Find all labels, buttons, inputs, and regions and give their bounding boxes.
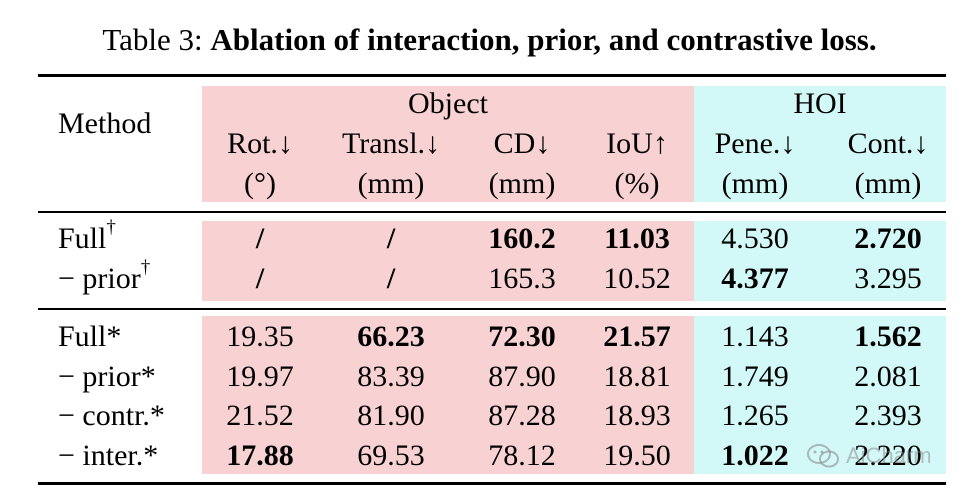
row-method: − prior* xyxy=(58,357,156,397)
column-unit: (mm) xyxy=(357,167,425,200)
group-rule xyxy=(38,308,946,310)
table-cell: 10.52 xyxy=(603,262,671,295)
column-header: IoU↑ xyxy=(606,127,668,160)
table-cell: 1.265 xyxy=(721,399,789,432)
row-method-mark: † xyxy=(140,257,151,278)
column-header: Transl.↓ xyxy=(341,127,441,160)
table-cell: 2.393 xyxy=(854,399,922,432)
header-rule xyxy=(38,211,946,213)
table-cell: 18.81 xyxy=(603,360,671,393)
row-method-label: − prior xyxy=(58,262,141,295)
row-method-mark: † xyxy=(106,217,116,238)
table-cell: 2.081 xyxy=(854,360,922,393)
table-cell: / xyxy=(386,262,396,295)
hoi-header-band xyxy=(694,86,946,202)
row-method-label: Full xyxy=(58,222,107,255)
row-method: Full* xyxy=(58,317,121,357)
table-cell: 83.39 xyxy=(357,360,425,393)
row-method: Full† xyxy=(58,217,116,259)
table-cell: 3.295 xyxy=(854,262,922,295)
table-cell: 69.53 xyxy=(357,439,425,472)
column-unit: (mm) xyxy=(721,167,789,200)
column-unit: (mm) xyxy=(488,167,556,200)
table-cell: 1.022 xyxy=(721,439,789,472)
object-header-band xyxy=(202,86,694,202)
table-cell: 72.30 xyxy=(488,320,556,353)
column-unit: (°) xyxy=(244,167,276,200)
wechat-icon xyxy=(807,444,839,468)
table-cell: 81.90 xyxy=(357,399,425,432)
table-cell: / xyxy=(255,222,265,255)
row-method: − contr.* xyxy=(58,396,165,436)
method-header: Method xyxy=(58,107,152,140)
table-cell: 4.530 xyxy=(721,222,789,255)
table-cell: 1.143 xyxy=(721,320,789,353)
table-caption: Table 3: Ablation of interaction, prior,… xyxy=(0,20,979,60)
row-method-label: − prior* xyxy=(58,360,156,393)
row-method: − prior† xyxy=(58,257,151,299)
column-header: Pene.↓ xyxy=(714,127,796,160)
row-method-label: − contr.* xyxy=(58,399,165,432)
hoi-group-header: HOI xyxy=(793,87,847,120)
table-cell: / xyxy=(255,262,265,295)
object-group1-band xyxy=(202,221,694,301)
hoi-group1-band xyxy=(694,221,946,301)
row-method: − inter.* xyxy=(58,436,158,476)
caption-label: Table 3: xyxy=(102,22,203,57)
row-method-label: Full* xyxy=(58,320,122,353)
table-cell: 87.90 xyxy=(488,360,556,393)
object-group-header: Object xyxy=(408,87,488,120)
table-cell: 66.23 xyxy=(357,320,425,353)
table-cell: 19.50 xyxy=(603,439,671,472)
table-cell: 2.720 xyxy=(854,222,922,255)
table-cell: 1.562 xyxy=(854,320,922,353)
caption-title: Ablation of interaction, prior, and cont… xyxy=(210,22,877,57)
table-cell: 19.97 xyxy=(226,360,294,393)
hoi-group2-band xyxy=(694,316,946,474)
column-header: CD↓ xyxy=(493,127,551,160)
table-cell: 11.03 xyxy=(604,222,670,255)
watermark: AiCharm xyxy=(806,436,932,476)
table-cell: 78.12 xyxy=(488,439,556,472)
table-cell: 21.57 xyxy=(603,320,671,353)
object-group2-band xyxy=(202,316,694,474)
column-unit: (mm) xyxy=(854,167,922,200)
table-cell: 18.93 xyxy=(603,399,671,432)
table-cell: / xyxy=(386,222,396,255)
table-cell: 87.28 xyxy=(488,399,556,432)
column-unit: (%) xyxy=(614,167,660,200)
table-cell: 1.749 xyxy=(721,360,789,393)
watermark-text: AiCharm xyxy=(846,443,932,468)
table-cell: 160.2 xyxy=(488,222,556,255)
top-rule xyxy=(38,74,946,77)
table-cell: 21.52 xyxy=(226,399,294,432)
table-cell: 17.88 xyxy=(226,439,294,472)
table-cell: 19.35 xyxy=(226,320,294,353)
column-header: Rot.↓ xyxy=(227,127,293,160)
column-header: Cont.↓ xyxy=(847,127,929,160)
table-cell: 4.377 xyxy=(721,262,789,295)
row-method-label: − inter.* xyxy=(58,439,159,472)
table-cell: 2.220 xyxy=(854,439,922,472)
table-cell: 165.3 xyxy=(488,262,556,295)
bottom-rule xyxy=(38,482,946,485)
